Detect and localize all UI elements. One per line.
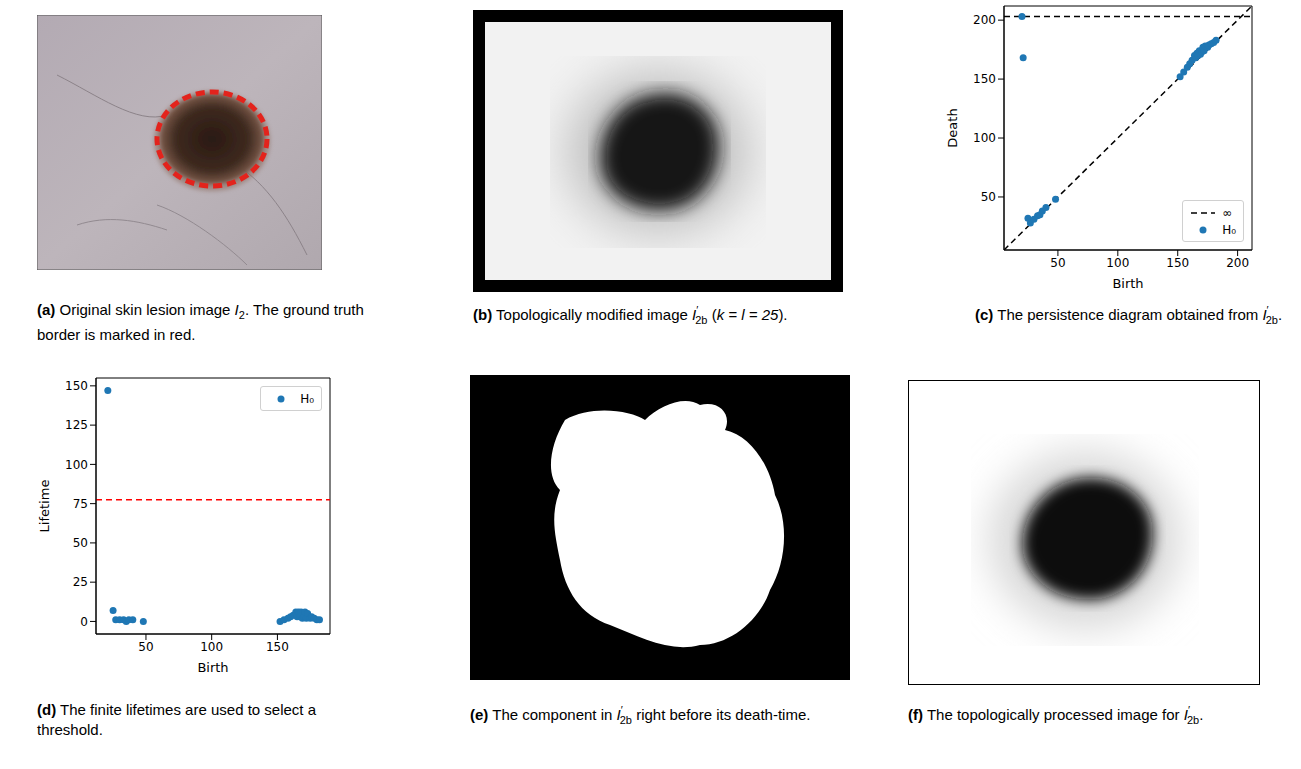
svg-text:Lifetime: Lifetime bbox=[37, 480, 52, 533]
html-text:(a) Original skin lesion image: (a) Original skin lesion image I2. The g… bbox=[37, 301, 364, 343]
svg-text:50: 50 bbox=[981, 190, 996, 204]
svg-text:50: 50 bbox=[1050, 256, 1065, 270]
html-text:2bright before its death-time.: 2bright before its death-time. bbox=[619, 706, 811, 726]
svg-text:100: 100 bbox=[973, 131, 996, 145]
svg-text:200: 200 bbox=[973, 13, 996, 27]
html-text:(e) The component in I′: (e) The component in I′ bbox=[470, 704, 623, 723]
svg-text:25: 25 bbox=[73, 575, 88, 589]
svg-text:100: 100 bbox=[1106, 256, 1129, 270]
html-text:H₀: H₀ bbox=[1222, 222, 1236, 237]
svg-text:150: 150 bbox=[65, 379, 88, 393]
html-text:H₀: H₀ bbox=[300, 391, 314, 406]
svg-text:Birth: Birth bbox=[1112, 276, 1143, 291]
html-text:2b.: 2b. bbox=[1265, 306, 1282, 326]
svg-text:125: 125 bbox=[65, 418, 88, 432]
html-text:(c) The persistence diagram ob: (c) The persistence diagram obtained fro… bbox=[975, 304, 1269, 323]
svg-text:50: 50 bbox=[73, 536, 88, 550]
svg-text:Birth: Birth bbox=[197, 660, 228, 675]
html-text:(b) Topologically modified ima: (b) Topologically modified image I′ bbox=[473, 304, 699, 323]
svg-text:50: 50 bbox=[138, 640, 153, 654]
svg-text:100: 100 bbox=[200, 640, 223, 654]
svg-text:75: 75 bbox=[73, 497, 88, 511]
svg-text:150: 150 bbox=[266, 640, 289, 654]
svg-text:0: 0 bbox=[80, 615, 88, 629]
svg-text:Death: Death bbox=[945, 108, 960, 147]
html-text:2b(k = l = 25).: 2b(k = l = 25). bbox=[695, 306, 788, 326]
html-text:2b.: 2b. bbox=[1187, 706, 1204, 726]
html-text:(f) The topologically processe: (f) The topologically processed image fo… bbox=[908, 704, 1190, 723]
html-text:(d) The finite lifetimes are u: (d) The finite lifetimes are used to sel… bbox=[37, 701, 316, 738]
svg-text:150: 150 bbox=[973, 72, 996, 86]
svg-text:200: 200 bbox=[1226, 256, 1249, 270]
svg-text:100: 100 bbox=[65, 458, 88, 472]
svg-text:150: 150 bbox=[1166, 256, 1189, 270]
